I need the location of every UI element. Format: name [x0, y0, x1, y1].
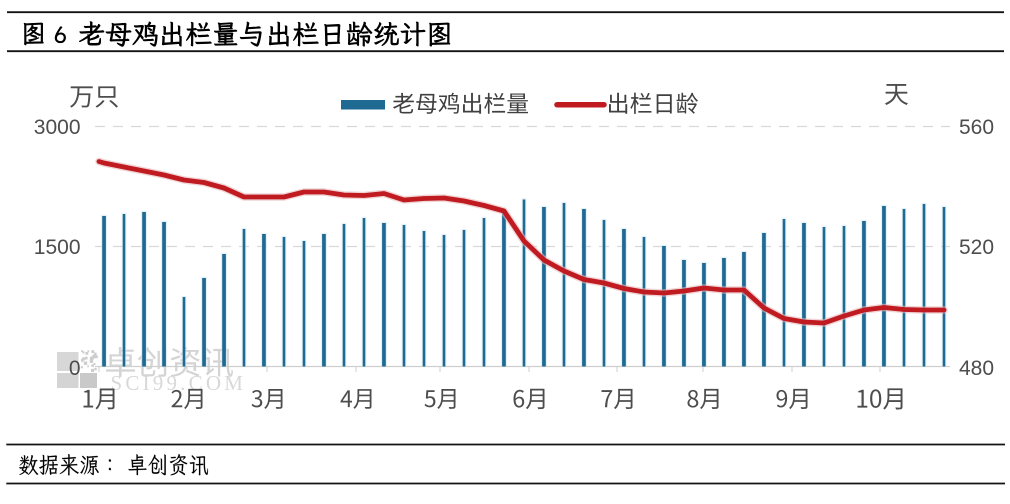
svg-text:1500: 1500	[34, 236, 81, 259]
svg-text:520: 520	[959, 236, 994, 259]
svg-text:0: 0	[69, 357, 81, 380]
svg-text:560: 560	[959, 116, 994, 139]
svg-text:3000: 3000	[34, 116, 81, 139]
svg-text:480: 480	[959, 357, 994, 380]
